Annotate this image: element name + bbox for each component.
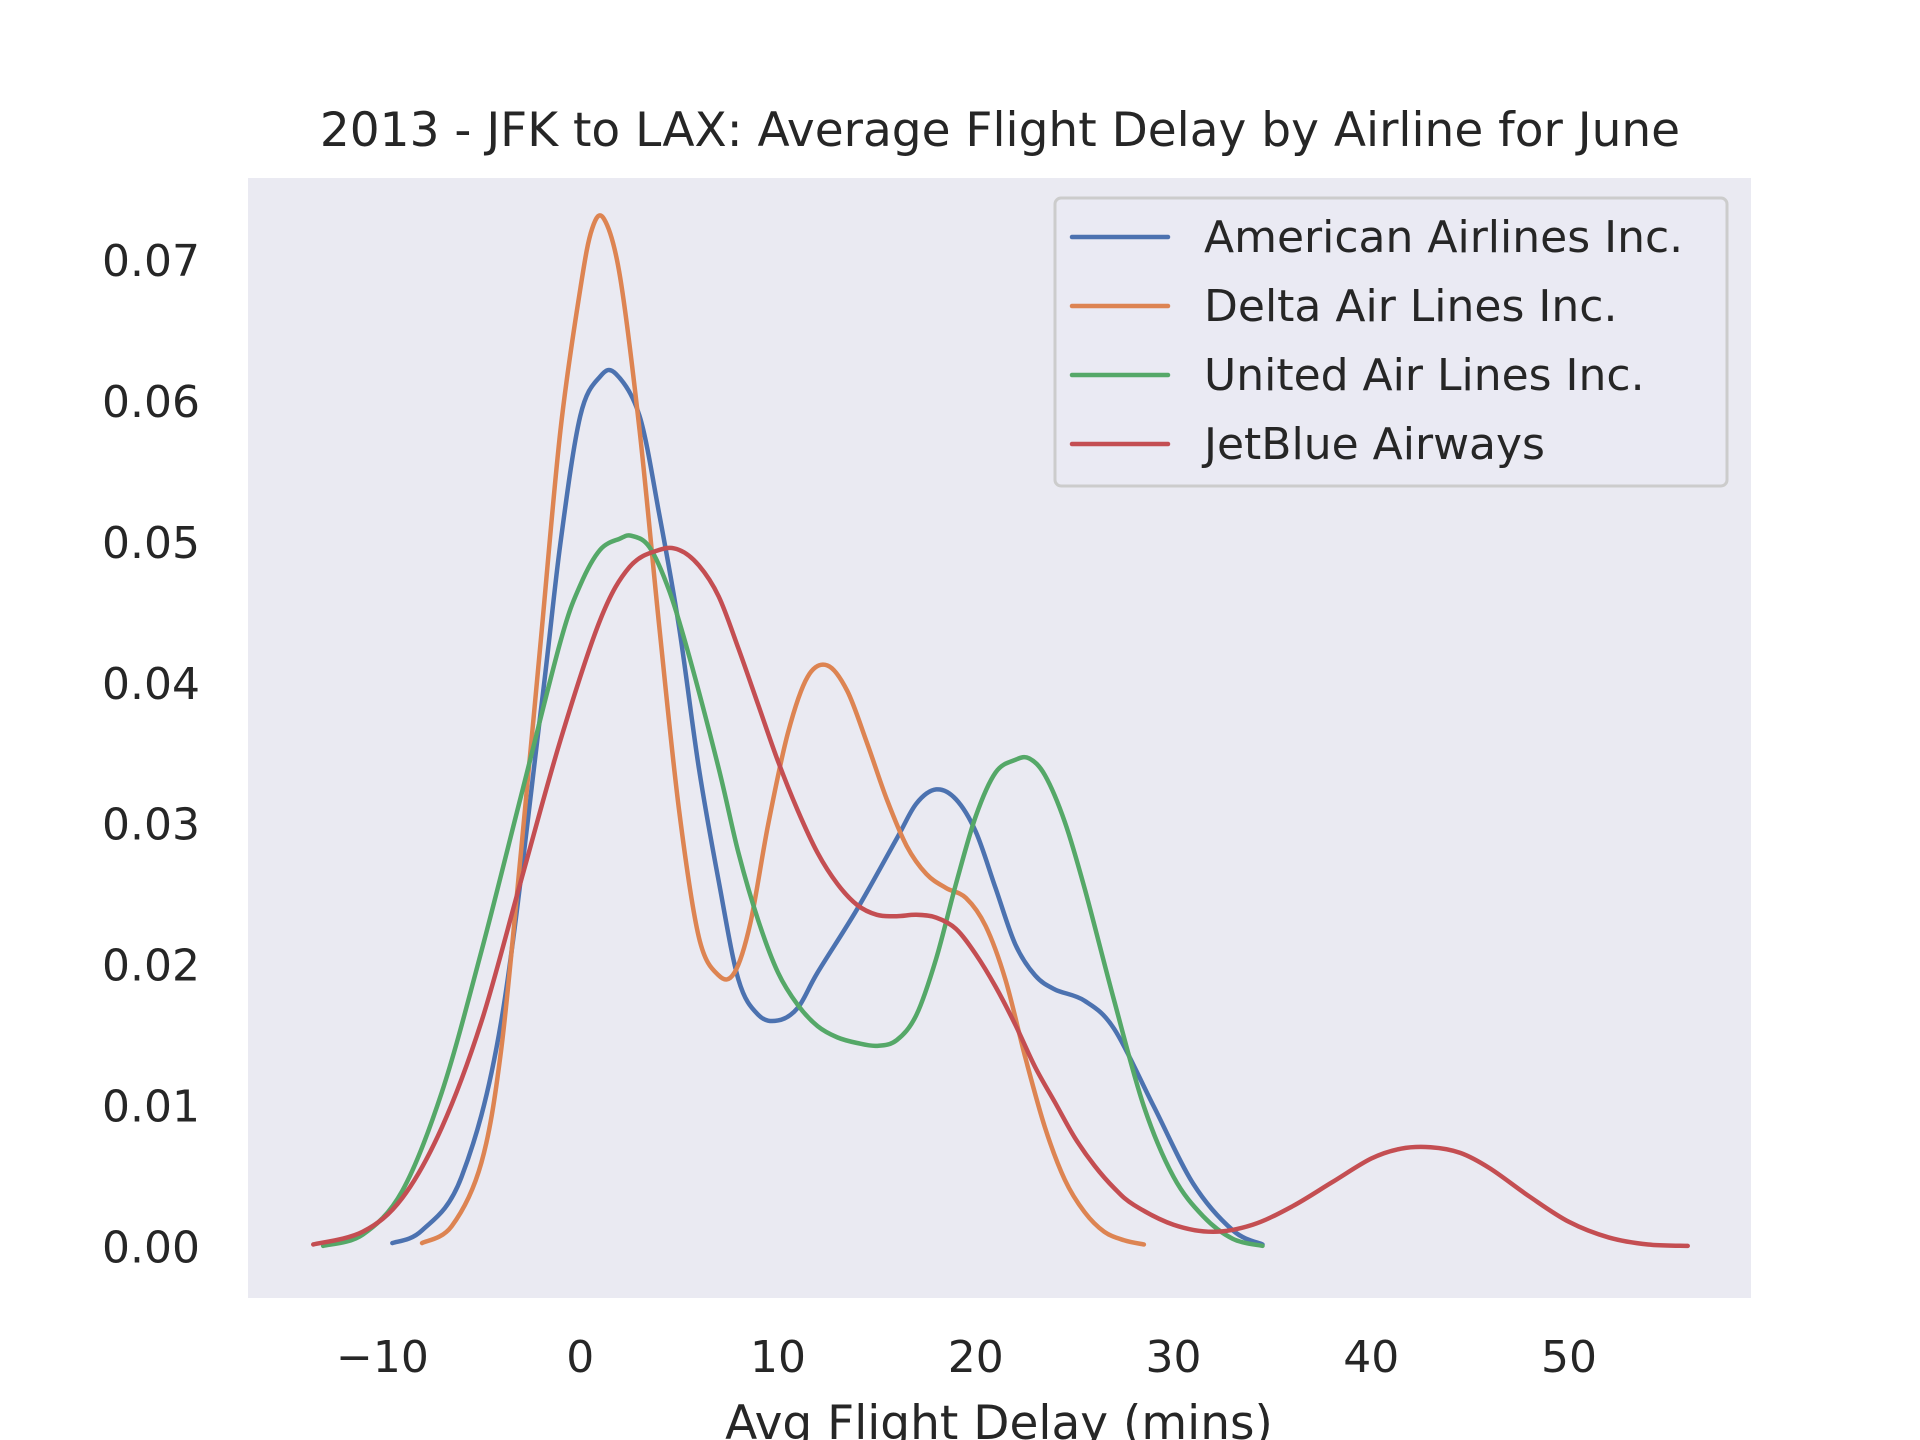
y-tick-label: 0.05 [102, 518, 200, 569]
legend-label: Delta Air Lines Inc. [1204, 281, 1617, 332]
y-tick-label: 0.00 [102, 1222, 200, 1273]
y-tick-label: 0.07 [102, 236, 200, 287]
series-line-american-airlines-inc [390, 367, 1265, 1247]
legend-label: United Air Lines Inc. [1204, 350, 1645, 401]
series-line-jetblue-airways [311, 545, 1690, 1249]
x-axis-label: Avg Flight Delay (mins) [725, 1396, 1273, 1440]
legend[interactable]: American Airlines Inc. Delta Air Lines In… [1053, 196, 1729, 488]
chart-title: 2013 - JFK to LAX: Average Flight Delay … [320, 103, 1680, 158]
x-tick-label: 20 [948, 1332, 1004, 1383]
series-lines [311, 213, 1690, 1249]
legend-box [1053, 196, 1729, 488]
x-axis-ticks: −10 0 10 20 30 40 50 [336, 1332, 1597, 1383]
legend-label: American Airlines Inc. [1204, 212, 1683, 263]
legend-item[interactable]: American Airlines Inc. [1069, 212, 1683, 263]
legend-item[interactable]: JetBlue Airways [1069, 419, 1545, 470]
series-line-delta-air-lines-inc [419, 213, 1147, 1247]
legend-item[interactable]: Delta Air Lines Inc. [1069, 281, 1617, 332]
y-tick-label: 0.06 [102, 377, 200, 428]
y-axis-ticks: 0.00 0.01 0.02 0.03 0.04 0.05 0.06 0.07 [102, 236, 200, 1273]
y-tick-label: 0.03 [102, 800, 200, 851]
series-line-united-air-lines-inc [320, 533, 1265, 1249]
legend-item[interactable]: United Air Lines Inc. [1069, 350, 1645, 401]
y-tick-label: 0.04 [102, 659, 200, 710]
x-tick-label: 40 [1343, 1332, 1399, 1383]
y-tick-label: 0.02 [102, 941, 200, 992]
legend-label: JetBlue Airways [1201, 419, 1545, 470]
x-tick-label: 50 [1541, 1332, 1597, 1383]
x-tick-label: 10 [750, 1332, 806, 1383]
x-tick-label: 0 [566, 1332, 594, 1383]
y-tick-label: 0.01 [102, 1081, 200, 1132]
x-tick-label: 30 [1146, 1332, 1202, 1383]
x-tick-label: −10 [336, 1332, 429, 1383]
